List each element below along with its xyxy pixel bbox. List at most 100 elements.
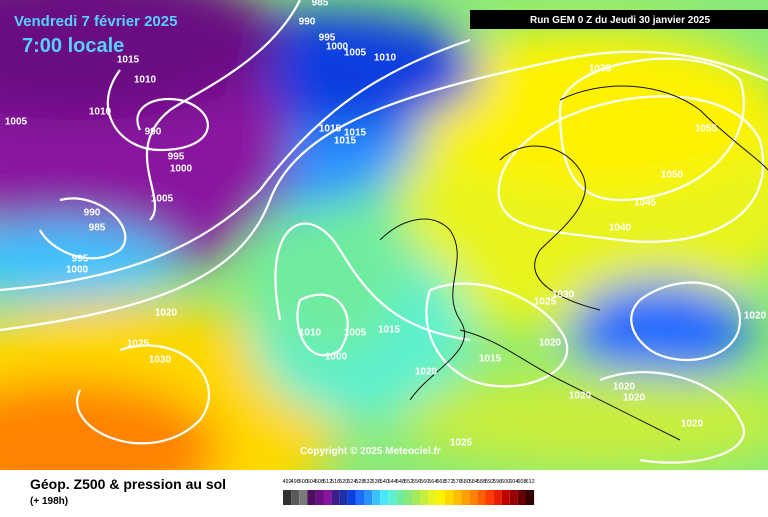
scale-label: 572: [444, 479, 453, 485]
isobar-label: 1005: [5, 117, 28, 128]
scale-swatch: [283, 490, 292, 505]
isobar-label: 1015: [117, 55, 140, 66]
scale-label: 588: [477, 479, 486, 485]
scale-swatch: [396, 490, 405, 505]
run-banner: [470, 10, 768, 29]
isobar-label: 1025: [127, 339, 150, 350]
isobar-label: 995: [319, 33, 336, 44]
scale-swatch: [291, 490, 300, 505]
scale-label: 500: [299, 479, 308, 485]
scale-swatch: [501, 490, 510, 505]
scale-label: 560: [420, 479, 429, 485]
isobar-label: 1000: [66, 265, 89, 276]
isobar-label: 1000: [326, 42, 349, 53]
scale-swatch: [339, 490, 348, 505]
valid-time: 7:00 locale: [22, 35, 124, 57]
isobar-label: 1020: [623, 393, 646, 404]
isobar-label: 985: [89, 223, 106, 234]
isobar-label: 1010: [374, 53, 397, 64]
scale-label: 568: [436, 479, 445, 485]
isobar-label: 985: [312, 0, 329, 9]
scale-label: 552: [404, 479, 413, 485]
scale-swatch: [323, 490, 332, 505]
scale-swatch: [509, 490, 518, 505]
run-info: Run GEM 0 Z du Jeudi 30 janvier 2025: [530, 15, 710, 26]
scale-swatch: [469, 490, 478, 505]
isobar-label: 1055: [695, 124, 718, 135]
isobar-label: 995: [72, 254, 89, 265]
scale-label: 612: [525, 479, 534, 485]
scale-label: 540: [380, 479, 389, 485]
isobar-label: 1000: [170, 164, 193, 175]
scale-label: 504: [307, 479, 316, 485]
scale-swatch: [404, 490, 413, 505]
color-scale: 4924965005045085125165205245285325365405…: [282, 479, 535, 505]
isobar-label: 990: [299, 17, 316, 28]
scale-swatch: [436, 490, 445, 505]
isobar-label: 1025: [450, 438, 473, 449]
isobar-label: 1020: [744, 311, 767, 322]
scale-label: 508: [315, 479, 324, 485]
footer-lead: (+ 198h): [30, 496, 68, 507]
isobar-label: 1020: [155, 308, 178, 319]
isobar-label: 1015: [479, 354, 502, 365]
scale-swatch: [420, 490, 429, 505]
scale-swatch: [307, 490, 316, 505]
isobar-label: 1000: [325, 352, 348, 363]
scale-label: 556: [412, 479, 421, 485]
scale-label: 608: [517, 479, 526, 485]
isobars: [0, 0, 768, 464]
isobar-label: 1020: [415, 367, 438, 378]
scale-swatch: [493, 490, 502, 505]
isobar-label: 1020: [681, 419, 704, 430]
scale-swatch: [526, 490, 535, 505]
isobar-label: 1010: [299, 328, 322, 339]
scale-label: 600: [501, 479, 510, 485]
scale-label: 492: [282, 479, 291, 485]
isobar-label: 1040: [609, 223, 632, 234]
isobar-label: 1010: [134, 75, 157, 86]
scale-label: 496: [291, 479, 300, 485]
isobar-label: 1005: [344, 328, 367, 339]
scale-swatch: [347, 490, 356, 505]
isobar-label: 1045: [634, 198, 657, 209]
isobar-label: 1020: [613, 382, 636, 393]
scale-swatch: [453, 490, 462, 505]
scale-label: 512: [323, 479, 332, 485]
isobar-label: 1010: [89, 107, 112, 118]
footer-title: Géop. Z500 & pression au sol: [30, 476, 226, 492]
scale-swatch: [445, 490, 454, 505]
scale-label: 516: [331, 479, 340, 485]
isobar-label: 1005: [151, 194, 174, 205]
isobar-label: 1015: [344, 128, 367, 139]
scale-label: 596: [493, 479, 502, 485]
scale-swatch: [364, 490, 373, 505]
scale-label: 544: [388, 479, 397, 485]
scale-label: 576: [453, 479, 462, 485]
scale-label: 536: [372, 479, 381, 485]
valid-date: Vendredi 7 février 2025: [14, 13, 177, 30]
scale-label: 528: [355, 479, 364, 485]
coastlines: [379, 85, 768, 441]
copyright: Copyright © 2025 Meteociel.fr: [300, 446, 441, 457]
isobar-label: 1015: [378, 325, 401, 336]
isobar-label: 1005: [344, 48, 367, 59]
isobar-label: 1015: [319, 124, 342, 135]
scale-swatch: [315, 490, 324, 505]
isobar-label: 1020: [539, 338, 562, 349]
scale-label: 592: [485, 479, 494, 485]
isobar-label: 1050: [661, 170, 684, 181]
scale-swatch: [517, 490, 526, 505]
scale-label: 564: [428, 479, 437, 485]
scale-swatch: [477, 490, 486, 505]
isobar-label: 1030: [149, 355, 172, 366]
scale-swatch: [355, 490, 364, 505]
scale-label: 520: [339, 479, 348, 485]
isobar-label: 1020: [569, 391, 592, 402]
scale-label: 524: [347, 479, 356, 485]
isobar-label: 990: [145, 127, 162, 138]
isobar-label: 1030: [552, 290, 575, 301]
